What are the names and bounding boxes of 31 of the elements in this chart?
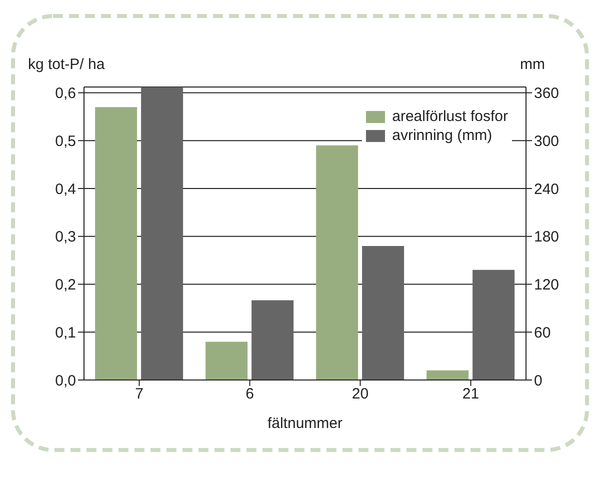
- bar: [316, 145, 358, 380]
- y2-axis-title: mm: [520, 56, 545, 73]
- y-tick-label: 0,3: [55, 228, 76, 246]
- y-tick-label: 0,2: [55, 276, 76, 294]
- y-tick-label: 0,4: [55, 180, 76, 198]
- y2-tick-label: 0: [534, 372, 542, 390]
- bar: [95, 107, 138, 380]
- bar: [141, 87, 184, 380]
- x-tick-label: 6: [246, 386, 254, 403]
- bar: [252, 300, 294, 380]
- y-tick-label: 0,6: [55, 85, 76, 102]
- y-tick-label: 0,0: [55, 372, 76, 390]
- y2-tick-label: 120: [534, 276, 560, 294]
- y2-tick-label: 180: [534, 228, 560, 246]
- y2-tick-label: 240: [534, 180, 560, 198]
- bar: [362, 246, 404, 380]
- legend-label: arealförlust fosfor: [391, 108, 508, 125]
- bar: [472, 270, 515, 380]
- x-tick-label: 20: [352, 386, 369, 403]
- y-tick-label: 0,5: [55, 132, 76, 150]
- x-axis-title: fältnummer: [267, 415, 343, 432]
- y2-tick-label: 60: [534, 324, 551, 342]
- legend-label: avrinning (mm): [391, 127, 494, 144]
- y-axis-title: kg tot-P/ ha: [28, 56, 105, 73]
- x-tick-label: 7: [135, 386, 144, 403]
- x-tick-label: 21: [462, 386, 480, 403]
- bar: [206, 342, 248, 380]
- bar: [426, 370, 469, 380]
- y2-tick-label: 360: [534, 85, 560, 102]
- y2-tick-label: 300: [534, 132, 560, 150]
- y-tick-label: 0,1: [55, 324, 76, 342]
